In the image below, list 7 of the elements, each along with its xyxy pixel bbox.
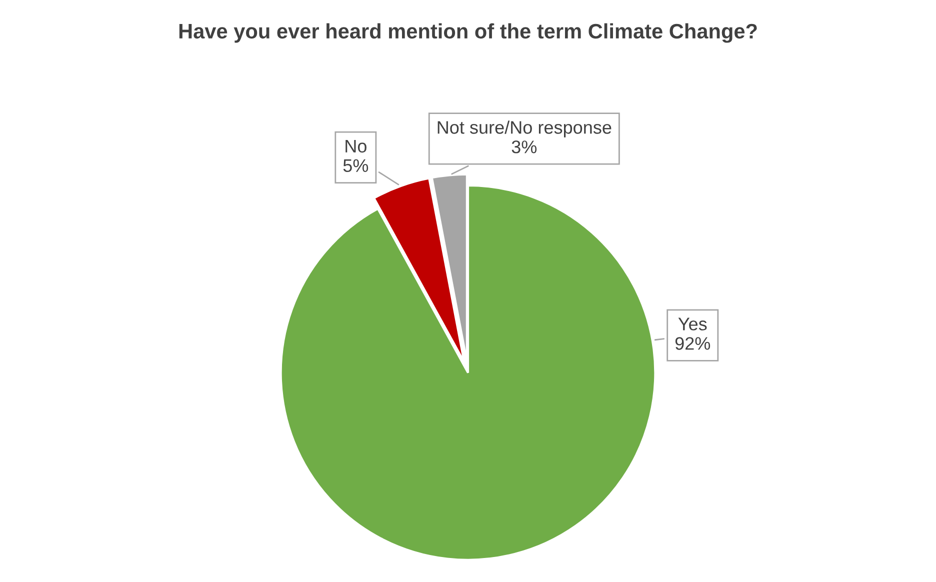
chart-title: Have you ever heard mention of the term Climate Change? [179, 23, 757, 43]
data-label: 3% [512, 140, 537, 154]
slice-label: Yes [678, 318, 707, 330]
data-label: 5% [343, 159, 368, 172]
slice-label: No [346, 140, 366, 153]
slice-label: Not sure/No response [438, 120, 612, 138]
data-label: 92% [675, 337, 710, 350]
